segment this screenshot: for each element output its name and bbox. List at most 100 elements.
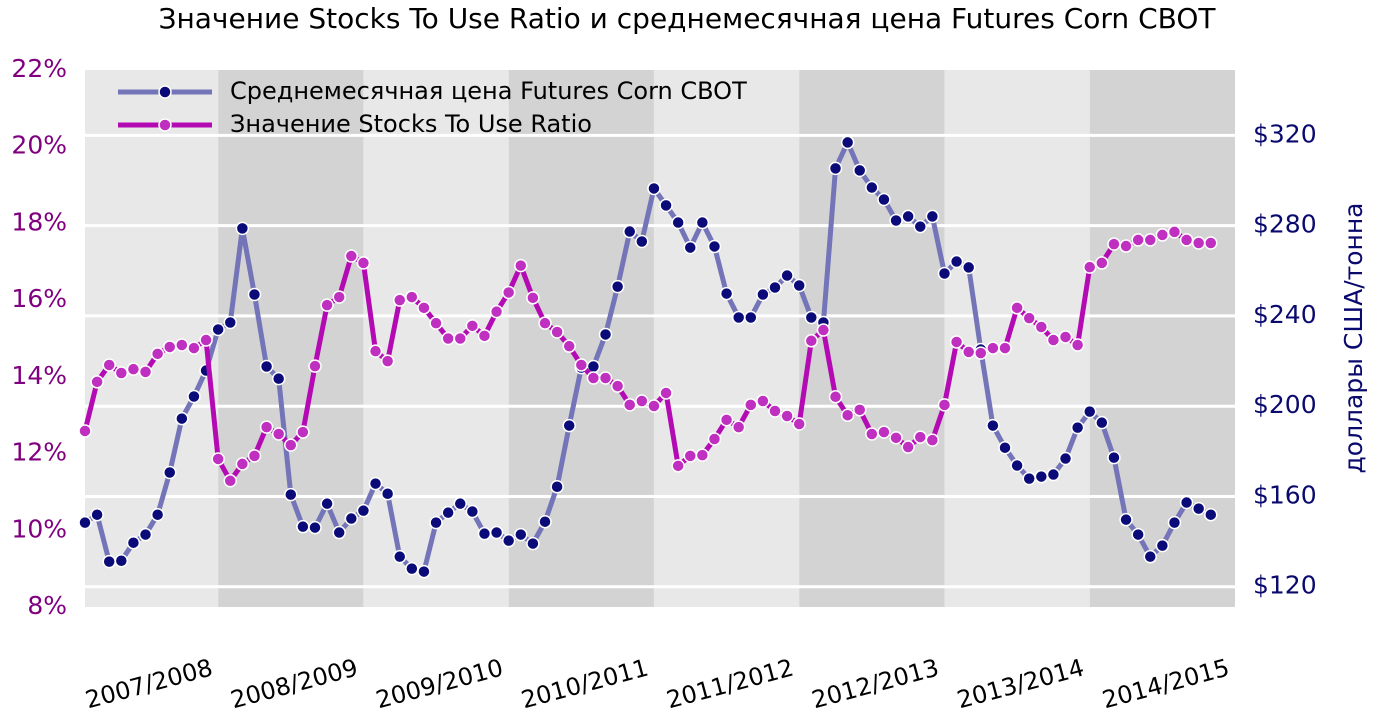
series-point xyxy=(187,341,201,355)
series-point xyxy=(949,254,964,269)
series-point xyxy=(1155,538,1170,553)
series-point xyxy=(889,431,903,445)
series-point xyxy=(284,438,298,452)
series-point xyxy=(804,334,819,348)
series-point xyxy=(719,413,734,427)
series-point xyxy=(271,427,286,441)
series-point xyxy=(90,375,104,389)
series-point xyxy=(175,411,189,426)
series-point xyxy=(538,514,552,529)
series-point xyxy=(392,293,407,307)
series-point xyxy=(1131,233,1145,247)
series-point xyxy=(961,345,976,359)
series-point xyxy=(1095,256,1109,270)
series-point xyxy=(974,346,988,360)
series-point xyxy=(308,520,322,535)
series-point xyxy=(683,240,698,255)
series-point xyxy=(707,239,722,254)
series-point xyxy=(526,291,540,305)
season-band xyxy=(218,70,364,607)
series-point xyxy=(1119,512,1133,527)
series-point xyxy=(1010,458,1024,473)
series-point xyxy=(465,319,480,333)
series-point xyxy=(78,515,92,530)
series-point xyxy=(320,298,334,312)
series-point xyxy=(986,341,1000,355)
series-point xyxy=(768,280,782,295)
series-point xyxy=(102,554,116,569)
series-point xyxy=(901,209,915,224)
x-tick-label: 2014/2015 xyxy=(1099,654,1232,710)
series-point xyxy=(417,564,431,579)
series-point xyxy=(744,310,758,325)
series-point xyxy=(1179,233,1194,247)
series-point xyxy=(961,260,976,275)
series-point xyxy=(417,301,431,315)
series-point xyxy=(937,266,952,281)
series-point xyxy=(501,285,516,300)
series-point xyxy=(610,379,625,393)
series-point xyxy=(138,365,153,379)
series-point xyxy=(865,427,879,441)
series-point xyxy=(598,327,613,342)
series-point xyxy=(501,533,516,548)
series-point xyxy=(816,323,831,337)
series-point xyxy=(877,192,891,207)
series-point xyxy=(768,404,782,418)
series-point xyxy=(828,161,843,176)
series-point xyxy=(925,433,940,447)
series-point xyxy=(1107,450,1121,465)
series-point xyxy=(1058,330,1073,344)
legend-marker xyxy=(158,85,172,99)
series-point xyxy=(296,519,310,534)
season-bands xyxy=(85,70,1235,607)
series-point xyxy=(998,341,1012,355)
series-point xyxy=(1191,501,1206,516)
series-point xyxy=(284,487,298,502)
series-point xyxy=(320,496,334,511)
y-tick-label: 12% xyxy=(11,438,67,467)
y2-tick-label: $160 xyxy=(1253,480,1317,509)
series-point xyxy=(332,290,346,304)
series-point xyxy=(1010,301,1024,315)
series-point xyxy=(683,449,698,463)
series-point xyxy=(804,310,819,325)
series-point xyxy=(586,371,601,385)
series-point xyxy=(187,389,201,404)
series-point xyxy=(453,496,468,511)
series-point xyxy=(865,180,879,195)
series-point xyxy=(429,316,443,330)
series-point xyxy=(162,465,177,480)
series-point xyxy=(235,221,250,236)
series-point xyxy=(114,366,129,380)
series-point xyxy=(1070,420,1085,435)
series-point xyxy=(695,215,710,230)
series-point xyxy=(550,325,564,339)
series-point xyxy=(792,278,806,293)
series-point xyxy=(1143,549,1158,564)
legend-marker xyxy=(158,118,172,132)
series-point xyxy=(356,503,371,518)
series-point xyxy=(162,340,177,354)
series-point xyxy=(368,476,383,491)
series-point xyxy=(538,316,552,330)
series-point xyxy=(1167,515,1182,530)
series-point xyxy=(223,315,238,330)
series-point xyxy=(1022,311,1036,325)
series-point xyxy=(707,432,722,446)
series-point xyxy=(465,504,480,519)
series-point xyxy=(514,527,528,542)
series-point xyxy=(405,290,419,304)
series-point xyxy=(150,507,165,522)
series-point xyxy=(622,224,637,239)
series-point xyxy=(610,279,625,294)
series-point xyxy=(489,304,504,319)
series-point xyxy=(126,362,141,376)
series-point xyxy=(1191,236,1206,250)
series-line xyxy=(83,139,1212,575)
y2-tick-label: $120 xyxy=(1253,571,1317,600)
series-point xyxy=(852,403,867,417)
series-point xyxy=(380,354,395,368)
series-point xyxy=(574,358,589,372)
